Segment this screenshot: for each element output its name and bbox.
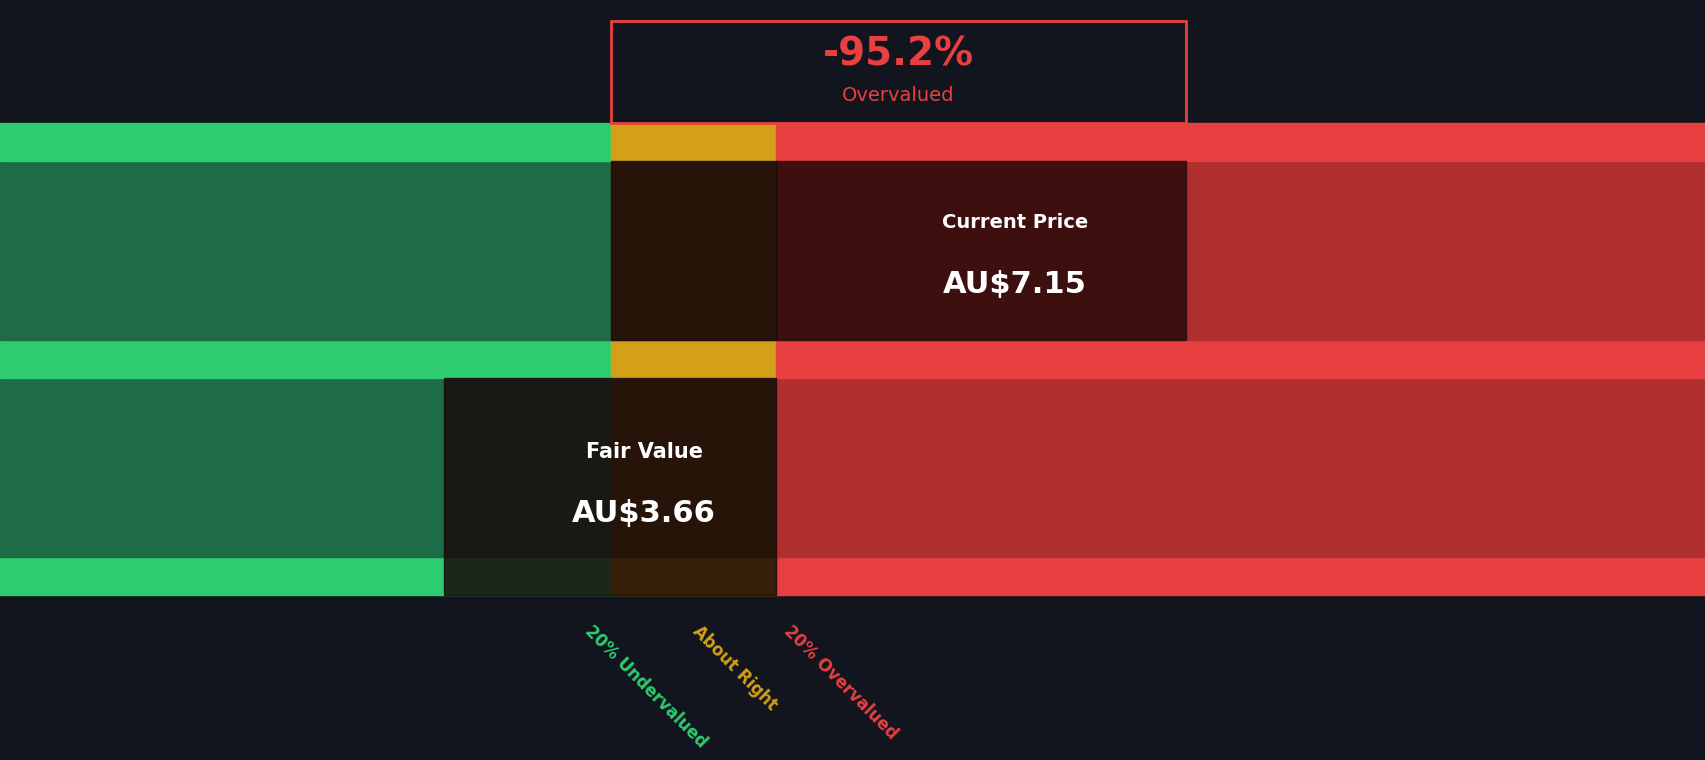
Bar	[443, 378, 776, 594]
Text: Current Price: Current Price	[941, 214, 1088, 233]
Text: About Right: About Right	[689, 622, 781, 714]
Bar	[776, 160, 1705, 340]
Bar	[0, 340, 610, 378]
Bar	[610, 340, 776, 378]
Text: AU$7.15: AU$7.15	[943, 270, 1086, 299]
Bar	[776, 378, 1705, 557]
Bar	[776, 123, 1705, 160]
Text: Fair Value: Fair Value	[585, 442, 702, 462]
Bar	[776, 160, 1185, 340]
Bar	[610, 160, 776, 340]
Bar	[0, 123, 610, 160]
Bar	[0, 378, 610, 557]
Bar	[610, 557, 776, 594]
Bar	[610, 21, 1185, 123]
Bar	[610, 160, 776, 340]
Bar	[776, 340, 1705, 378]
Bar	[610, 378, 776, 557]
Text: 20% Undervalued: 20% Undervalued	[581, 622, 709, 751]
Bar	[776, 557, 1705, 594]
Bar	[610, 123, 776, 160]
Text: 20% Overvalued: 20% Overvalued	[781, 622, 900, 743]
Text: AU$3.66: AU$3.66	[571, 499, 716, 528]
Text: Overvalued: Overvalued	[842, 86, 953, 105]
Bar	[0, 160, 610, 340]
Text: -95.2%: -95.2%	[822, 36, 974, 74]
Bar	[0, 557, 610, 594]
